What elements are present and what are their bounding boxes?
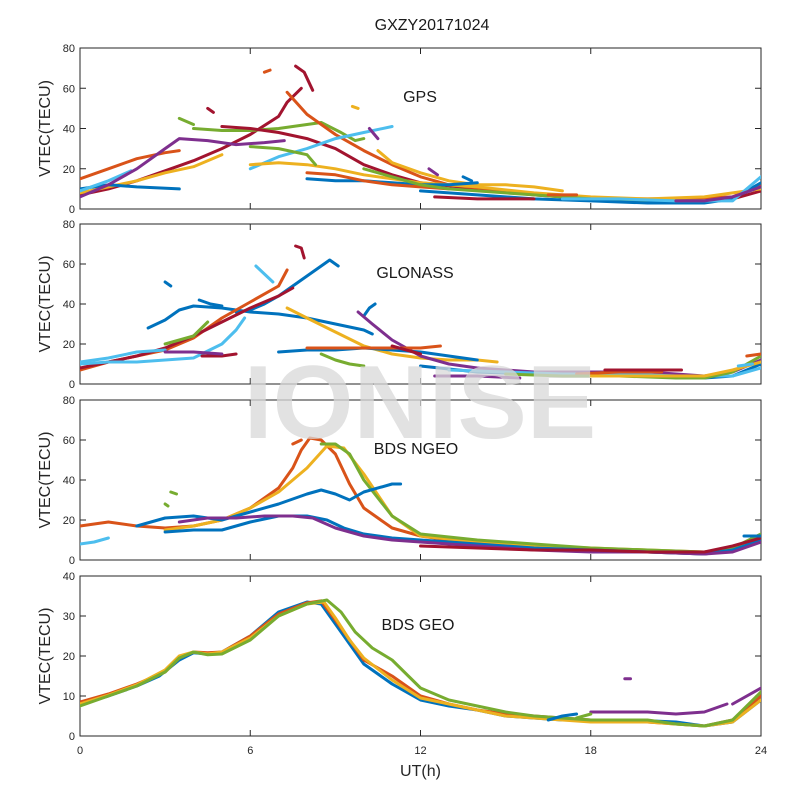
- series-line-12: [163, 320, 210, 346]
- y-tick-label: 0: [69, 204, 75, 216]
- y-axis-label: VTEC(TECU): [37, 608, 54, 705]
- y-axis-label: VTEC(TECU): [37, 432, 54, 529]
- panel-label: BDS GEO: [382, 617, 455, 634]
- y-tick-label: 80: [63, 395, 75, 407]
- series-group: [80, 598, 761, 728]
- watermark: IONISE: [244, 345, 597, 461]
- panel-2: 0 20 40 60 80 VTEC(TECU) GLONASS: [37, 219, 762, 391]
- y-tick-label: 20: [63, 164, 75, 176]
- y-tick-label: 60: [63, 435, 75, 447]
- series-line-22: [447, 366, 761, 378]
- series-line-9: [163, 502, 170, 508]
- series-line-29: [674, 185, 761, 203]
- series-line-17: [248, 145, 317, 167]
- panel-4: 0 10 20 30 40 0 6 12 18 24 VTEC(TECU) UT(h) BDS GEO: [37, 571, 767, 780]
- y-tick-label: 40: [63, 124, 75, 136]
- y-tick-label: 40: [63, 299, 75, 311]
- series-line-11: [80, 348, 167, 364]
- series-line-4: [234, 258, 340, 314]
- panel-label: BDS NGEO: [374, 441, 458, 458]
- series-line-20: [319, 352, 366, 368]
- series-line-7: [80, 536, 110, 546]
- series-line-9: [262, 68, 272, 74]
- series-line-23: [427, 167, 439, 177]
- series-line-6: [80, 137, 286, 199]
- series-line-13: [200, 352, 238, 358]
- panel-label: GLONASS: [376, 265, 453, 282]
- y-tick-label: 80: [63, 43, 75, 55]
- series-line-19: [390, 344, 422, 356]
- y-tick-label: 20: [63, 515, 75, 527]
- series-line-20: [305, 177, 479, 187]
- series-line-18: [367, 127, 380, 141]
- series-line-9: [80, 316, 247, 366]
- series-line-29: [736, 362, 754, 368]
- series-line-26: [589, 360, 761, 378]
- x-tick-label: 18: [585, 745, 597, 757]
- series-line-4: [135, 482, 403, 528]
- y-tick-label: 30: [63, 611, 75, 623]
- series-line-7: [731, 686, 761, 706]
- series-group: [80, 436, 761, 556]
- panel-label: GPS: [403, 89, 437, 106]
- series-line-5: [589, 702, 729, 716]
- y-tick-label: 40: [63, 571, 75, 583]
- x-tick-label: 0: [77, 745, 83, 757]
- series-group: [80, 64, 761, 205]
- series-line-7: [294, 244, 306, 260]
- series-line-4: [80, 598, 761, 728]
- y-tick-label: 20: [63, 339, 75, 351]
- panel-1: 0 20 40 60 80 VTEC(TECU) GPS: [37, 43, 762, 216]
- series-line-2: [80, 149, 181, 181]
- series-line-23: [575, 370, 664, 376]
- y-tick-label: 40: [63, 475, 75, 487]
- series-line-9: [575, 712, 593, 720]
- series-line-5: [362, 302, 377, 318]
- y-tick-label: 20: [63, 651, 75, 663]
- series-line-11: [294, 64, 315, 92]
- panel-3: 0 20 40 60 80 VTEC(TECU) BDS NGEO: [37, 395, 762, 567]
- x-axis-label: UT(h): [400, 763, 441, 780]
- series-line-18: [305, 344, 442, 350]
- series-line-16: [177, 116, 195, 126]
- series-line-1: [146, 304, 374, 336]
- series-line-24: [461, 175, 474, 183]
- series-line-27: [433, 374, 522, 380]
- x-tick-label: 24: [755, 745, 767, 757]
- y-tick-label: 10: [63, 691, 75, 703]
- y-tick-label: 80: [63, 219, 75, 231]
- series-line-14: [350, 104, 360, 110]
- y-tick-label: 0: [69, 555, 75, 567]
- y-tick-label: 0: [69, 379, 75, 391]
- series-line-28: [745, 352, 761, 358]
- y-axis-label: VTEC(TECU): [37, 80, 54, 177]
- series-line-5: [80, 169, 133, 193]
- series-group: [80, 244, 761, 380]
- series-line-8: [546, 712, 579, 722]
- series-line-3: [197, 298, 224, 308]
- y-tick-label: 60: [63, 83, 75, 95]
- series-line-12: [248, 125, 394, 171]
- series-line-10: [254, 264, 275, 284]
- series-line-10: [419, 536, 761, 554]
- y-tick-label: 60: [63, 259, 75, 271]
- series-line-21: [305, 171, 451, 191]
- series-line-7: [192, 121, 366, 143]
- figure-title: GXZY20171024: [375, 17, 490, 34]
- series-line-15: [206, 106, 215, 114]
- series-line-28: [433, 195, 536, 201]
- x-tick-label: 12: [414, 745, 426, 757]
- y-axis-label: VTEC(TECU): [37, 256, 54, 353]
- series-line-8: [169, 490, 178, 496]
- series-line-25: [504, 354, 761, 380]
- x-tick-label: 6: [247, 745, 253, 757]
- series-line-12: [291, 438, 303, 446]
- series-line-14: [163, 350, 224, 356]
- series-line-2: [163, 280, 173, 288]
- y-tick-label: 0: [69, 731, 75, 743]
